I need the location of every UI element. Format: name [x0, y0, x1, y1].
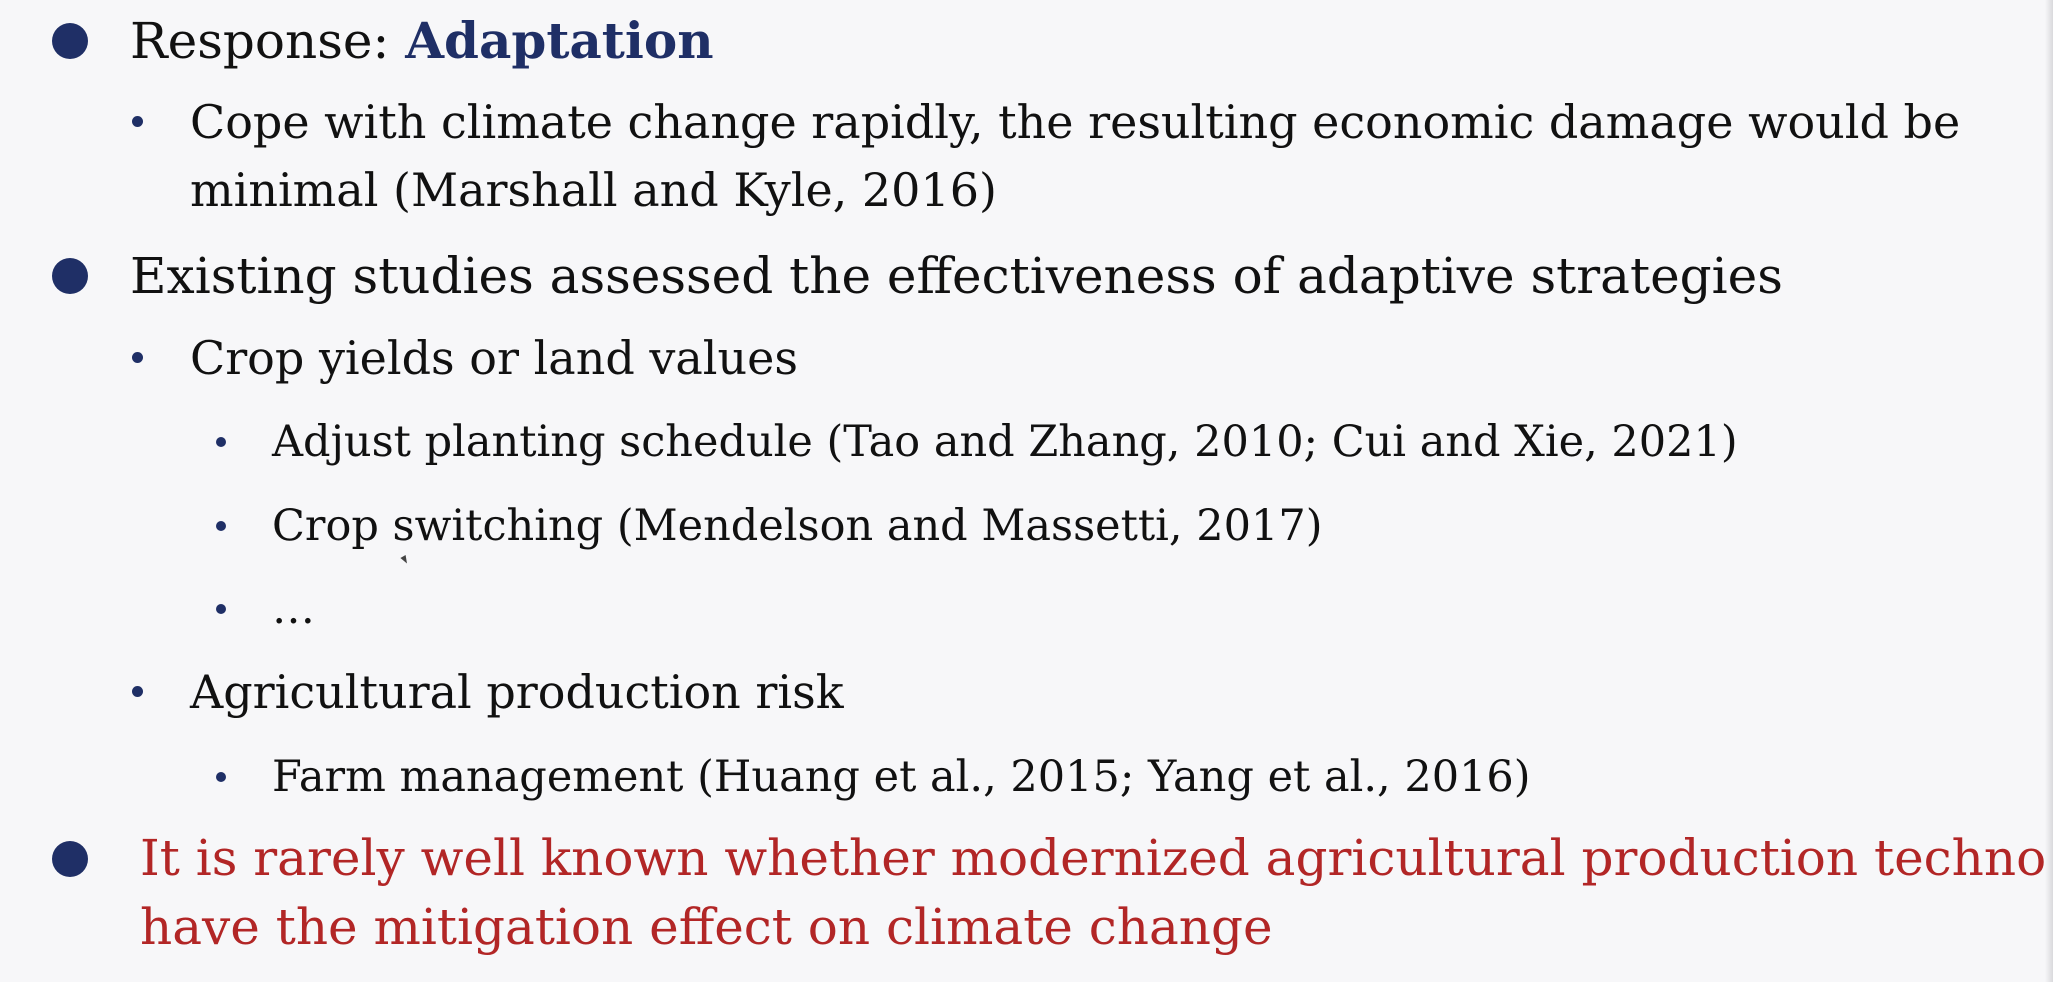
sub-sub-bullet-dot: [216, 521, 226, 531]
item-farm-management: Farm management (Huang et al., 2015; Yan…: [272, 752, 1531, 802]
sub-bullet-cope-line1: Cope with climate change rapidly, the re…: [190, 95, 1961, 149]
sub-sub-bullet-dot: [216, 437, 226, 447]
sub-sub-bullet-dot: [216, 772, 226, 782]
bullet-response: Response: Adaptation: [130, 7, 714, 75]
sub-bullet-production-risk: Agricultural production risk: [190, 665, 844, 719]
bullet-dot: [52, 23, 88, 59]
bullet-response-prefix: Response:: [130, 12, 406, 70]
bullet-existing-studies: Existing studies assessed the effectiven…: [130, 247, 1783, 305]
mouse-cursor: [400, 555, 410, 565]
sub-bullet-crop-yields: Crop yields or land values: [190, 331, 798, 385]
bullet-rarely-known-line2: have the mitigation effect on climate ch…: [140, 898, 1273, 956]
sub-sub-bullet-dot: [216, 604, 226, 614]
sub-bullet-dot: [132, 116, 143, 127]
sub-bullet-cope-line2: minimal (Marshall and Kyle, 2016): [190, 163, 997, 217]
sub-bullet-dot: [132, 686, 143, 697]
bullet-dot: [52, 841, 88, 877]
item-planting-schedule: Adjust planting schedule (Tao and Zhang,…: [272, 417, 1738, 467]
item-ellipsis: …: [272, 584, 315, 634]
adaptation-emphasis: Adaptation: [405, 11, 714, 70]
item-crop-switching: Crop switching (Mendelson and Massetti, …: [272, 501, 1323, 551]
bullet-rarely-known-line1: It is rarely well known whether moderniz…: [140, 829, 2053, 887]
window-edge: [2045, 0, 2053, 982]
bullet-dot: [52, 258, 88, 294]
sub-bullet-dot: [132, 352, 143, 363]
